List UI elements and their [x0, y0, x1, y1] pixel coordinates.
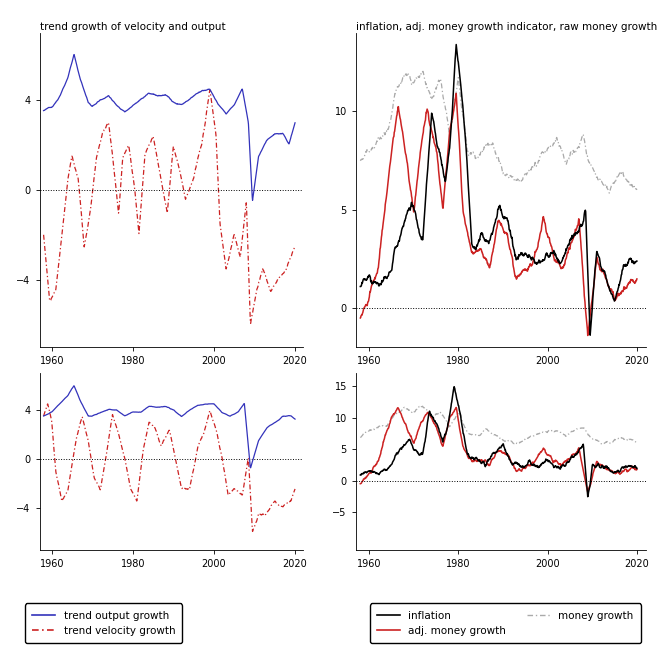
Text: trend growth of velocity and output: trend growth of velocity and output [40, 22, 225, 32]
Legend: inflation, adj. money growth, money growth: inflation, adj. money growth, money grow… [370, 603, 641, 643]
Legend: trend output growth, trend velocity growth: trend output growth, trend velocity grow… [25, 603, 183, 643]
Text: inflation, adj. money growth indicator, raw money growth: inflation, adj. money growth indicator, … [356, 22, 657, 32]
